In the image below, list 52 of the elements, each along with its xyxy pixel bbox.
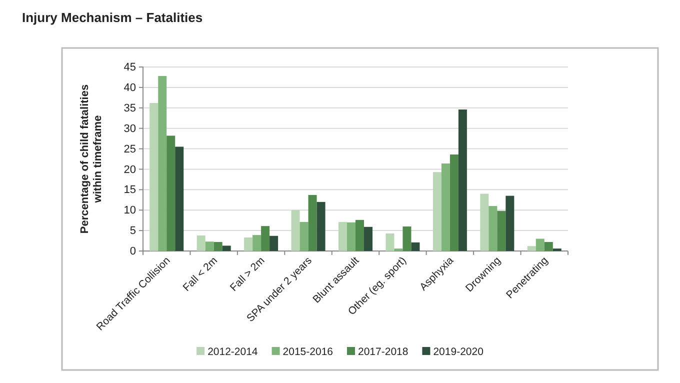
bar: [402, 226, 412, 251]
bar: [205, 242, 214, 251]
bar: [432, 172, 442, 251]
legend-label: 2012-2014: [208, 346, 258, 358]
bar: [300, 222, 308, 251]
bar: [488, 206, 498, 251]
y-tick-label: 30: [124, 122, 136, 135]
y-tick-label: 35: [124, 102, 136, 114]
chart-title: Injury Mechanism – Fatalities: [22, 10, 203, 25]
bar: [480, 194, 489, 251]
bar: [252, 235, 262, 251]
y-tick-label: 5: [130, 225, 136, 238]
bar: [411, 242, 420, 251]
legend-label: 2017-2018: [358, 346, 408, 358]
y-tick-label: 20: [124, 164, 136, 176]
y-tick-label: 25: [124, 143, 136, 156]
bar: [527, 246, 536, 251]
bar: [244, 238, 253, 251]
bar: [386, 233, 394, 251]
legend-label: 2019-2020: [433, 346, 484, 358]
bar: [544, 242, 553, 251]
y-axis-title: Percentage of child fatalities within timeframe: [79, 84, 104, 234]
bar: [270, 236, 278, 251]
bar: [214, 242, 222, 251]
bar: [158, 76, 167, 251]
y-tick-label: 15: [124, 184, 136, 196]
bar: [441, 164, 450, 251]
y-tick-label: 45: [124, 62, 136, 74]
legend-label: 2015-2016: [282, 346, 334, 358]
bar: [261, 226, 270, 251]
bar: [222, 246, 231, 251]
x-tick-label: Fall < 2m: [180, 254, 220, 294]
bar: [291, 210, 300, 251]
bar: [347, 222, 356, 251]
y-tick-label: 10: [124, 204, 136, 217]
bar: [166, 136, 176, 251]
bar: [338, 222, 347, 251]
x-tick-label: Fall > 2m: [228, 254, 268, 294]
bar: [308, 194, 317, 251]
bar: [196, 235, 206, 251]
bar: [497, 210, 506, 251]
bar: [150, 102, 158, 251]
bar: [450, 154, 458, 251]
bar: [536, 238, 544, 251]
bar: [316, 202, 326, 251]
y-tick-label: 0: [130, 246, 136, 258]
bar: [458, 110, 467, 251]
y-tick-label: 40: [124, 82, 136, 94]
bar: [364, 226, 372, 251]
bar: [356, 220, 364, 251]
bar: [506, 196, 514, 251]
bar: [175, 146, 184, 251]
